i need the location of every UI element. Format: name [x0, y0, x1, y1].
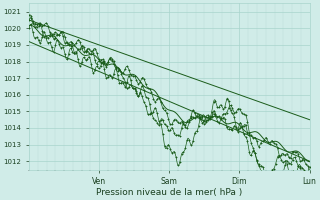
X-axis label: Pression niveau de la mer( hPa ): Pression niveau de la mer( hPa ) [96, 188, 243, 197]
